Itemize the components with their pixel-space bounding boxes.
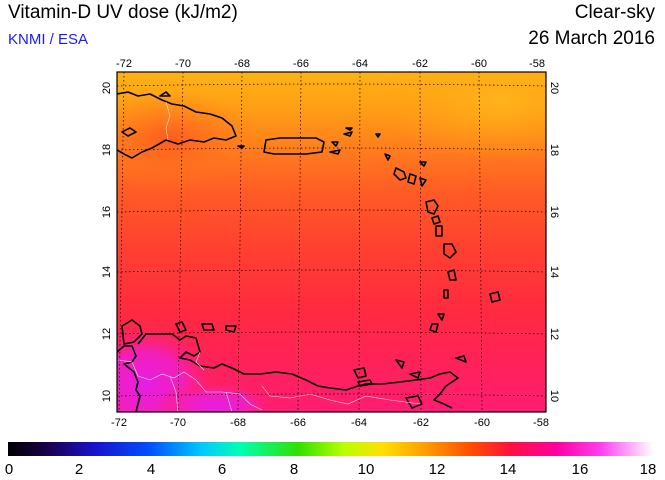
colorbar-label: 6 — [218, 461, 226, 478]
top-tick-label: -66 — [293, 58, 309, 70]
colorbar-labels: 0 2 4 6 8 10 12 14 16 18 — [5, 461, 657, 478]
top-tick-label: -58 — [529, 58, 545, 70]
map-frame — [116, 71, 547, 413]
colorbar-label: 12 — [429, 461, 446, 478]
left-tick-label: 12 — [101, 328, 113, 340]
coastlines — [117, 91, 501, 412]
left-tick-label: 10 — [101, 390, 113, 402]
date-label: 26 March 2016 — [528, 28, 655, 49]
left-tick-label: 20 — [101, 82, 113, 94]
right-tick-label: 18 — [548, 144, 560, 156]
colorbar-label: 8 — [290, 461, 298, 478]
colorbar-label: 4 — [147, 461, 155, 478]
top-tick-label: -72 — [116, 58, 132, 70]
right-tick-label: 14 — [548, 266, 560, 278]
source-label: KNMI / ESA — [8, 31, 89, 48]
sky-condition: Clear-sky — [574, 2, 655, 23]
right-tick-label: 16 — [548, 206, 560, 218]
right-latitude-ticks: 20 18 16 14 12 10 — [548, 82, 560, 402]
chart-title: Vitamin-D UV dose (kJ/m2) — [8, 2, 238, 23]
top-tick-label: -60 — [471, 58, 487, 70]
colorbar-label: 2 — [75, 461, 83, 478]
top-longitude-ticks: -72 -70 -68 -66 -64 -62 -60 -58 — [116, 58, 545, 70]
bottom-tick-label: -68 — [230, 417, 246, 429]
right-tick-label: 10 — [548, 390, 560, 402]
bottom-tick-label: -70 — [170, 417, 186, 429]
right-tick-label: 12 — [548, 328, 560, 340]
colorbar — [8, 442, 653, 456]
top-tick-label: -62 — [412, 58, 428, 70]
bottom-tick-label: -58 — [533, 417, 549, 429]
colorbar-label: 14 — [500, 461, 517, 478]
bottom-longitude-ticks: -72 -70 -68 -66 -64 -62 -60 -58 — [111, 417, 549, 429]
borders — [117, 101, 421, 412]
left-tick-label: 16 — [101, 206, 113, 218]
top-tick-label: -70 — [175, 58, 191, 70]
right-tick-label: 20 — [548, 82, 560, 94]
colorbar-label: 18 — [640, 461, 657, 478]
colorbar-label: 16 — [572, 461, 589, 478]
bottom-tick-label: -72 — [111, 417, 127, 429]
bottom-tick-label: -64 — [351, 417, 367, 429]
bottom-tick-label: -60 — [474, 417, 490, 429]
colorbar-label: 0 — [5, 461, 13, 478]
uv-field — [117, 72, 546, 412]
top-tick-label: -68 — [234, 58, 250, 70]
bottom-tick-label: -66 — [290, 417, 306, 429]
top-tick-label: -64 — [352, 58, 368, 70]
graticule — [116, 71, 547, 413]
left-tick-label: 14 — [101, 266, 113, 278]
left-latitude-ticks: 20 18 16 14 12 10 — [101, 82, 113, 402]
bottom-tick-label: -62 — [413, 417, 429, 429]
left-tick-label: 18 — [101, 144, 113, 156]
colorbar-label: 10 — [358, 461, 375, 478]
